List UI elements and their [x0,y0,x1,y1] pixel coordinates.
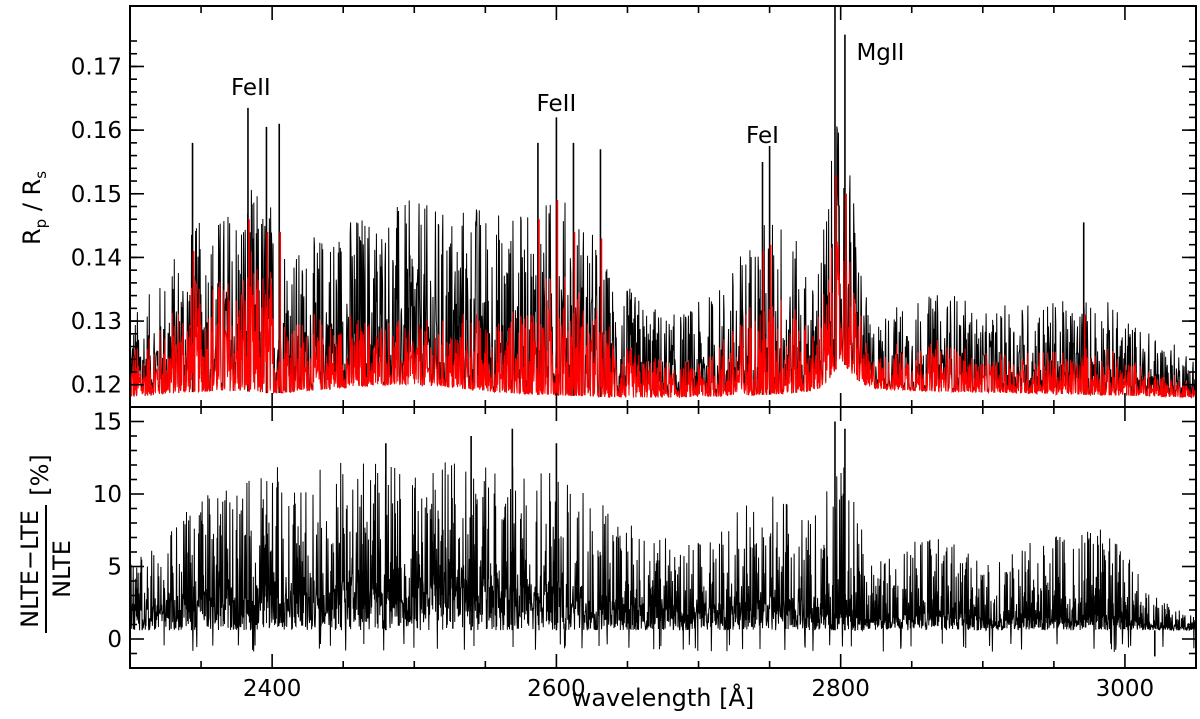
ylabel-numerator: NLTE−LTE [16,510,44,628]
bottom-x-axis: 2400 2600 2800 3000 [129,407,1197,702]
top-y-axis: 0.12 0.13 0.14 0.15 0.16 0.17 [71,40,1196,399]
bottom-y-axis: 0 5 10 15 [93,410,1196,655]
top-ytick-label-1: 0.13 [71,309,122,335]
bottom-panel: 0 5 10 15 2400 2600 2800 3000 NLTE−LTE NLTE [%… [16,406,1197,712]
bottom-y-axis-label: NLTE−LTE NLTE [%] [16,454,76,633]
bottom-xtick-label-3: 3000 [1096,676,1155,702]
bottom-ytick-label-0: 0 [107,627,122,653]
ylabel-denominator: NLTE [48,540,76,598]
top-ytick-label-4: 0.16 [71,118,122,144]
ylabel-sub-p: p [32,219,50,229]
bottom-ytick-label-1: 5 [107,555,122,581]
ylabel-sub-s: s [32,171,50,179]
top-x-axis [129,6,1197,407]
series-relative-difference [129,462,1197,652]
ylabel-main: R [18,228,46,245]
bottom-plot-area [129,421,1197,657]
top-ytick-label-2: 0.14 [71,245,122,271]
top-y-axis-label: Rp / Rs [18,171,50,245]
series-lte-black [129,126,1197,399]
annotation-fei-2: FeI [746,123,779,149]
series-nlte-red [129,241,1197,399]
top-ytick-label-5: 0.17 [71,54,122,80]
annotation-mgii-3: MgII [856,40,904,66]
annotation-feii-0: FeII [231,75,271,101]
top-ytick-label-3: 0.15 [71,182,122,208]
ylabel-unit: [%] [26,454,54,496]
annotation-feii-1: FeII [537,91,577,117]
ylabel-separator: / R [18,179,46,219]
top-panel: 0.12 0.13 0.14 0.15 0.16 0.17 FeII FeII FeI MgII… [18,5,1197,408]
line-annotations: FeII FeII FeI MgII [231,40,905,149]
bottom-xtick-label-2: 2800 [811,676,870,702]
bottom-ytick-label-2: 10 [93,482,122,508]
top-plot-area [129,6,1197,399]
top-ytick-label-0: 0.12 [71,373,122,399]
bottom-xtick-label-0: 2400 [243,676,302,702]
bottom-ytick-label-3: 15 [93,410,122,436]
x-axis-label: wavelength [Å] [572,683,755,712]
bottom-xtick-label-1: 2600 [527,676,586,702]
